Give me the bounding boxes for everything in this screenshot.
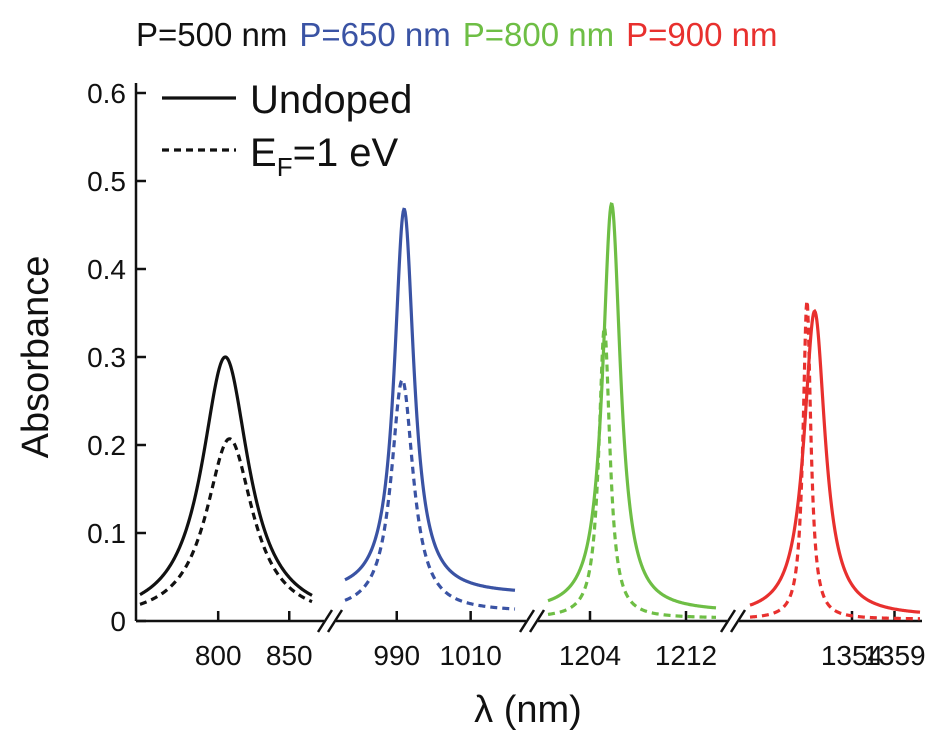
x-tick-label: 800 [195, 640, 242, 671]
y-tick-label: 0.1 [87, 518, 126, 549]
x-tick-label: 1204 [559, 640, 621, 671]
series-line-undoped [345, 209, 515, 590]
panel-title: P=800 nm [463, 16, 614, 53]
x-tick-label: 1010 [440, 640, 502, 671]
x-tick-label: 1359 [863, 640, 925, 671]
x-axis-label: λ (nm) [474, 689, 582, 731]
series-line-ef-1ev [345, 380, 515, 609]
y-tick-label: 0.2 [87, 430, 126, 461]
series-line-ef-1ev [548, 327, 716, 617]
panel-title: P=900 nm [626, 16, 777, 53]
y-tick-label: 0.4 [87, 254, 126, 285]
y-tick-label: 0 [110, 606, 126, 637]
series-line-undoped [750, 311, 920, 612]
panel-title: P=500 nm [136, 16, 287, 53]
x-tick-label: 1212 [655, 640, 717, 671]
series-line-ef-1ev [140, 439, 312, 604]
y-tick-label: 0.5 [87, 166, 126, 197]
y-tick-label: 0.3 [87, 342, 126, 373]
series-line-ef-1ev [750, 301, 920, 619]
y-tick-label: 0.6 [87, 78, 126, 109]
legend-label-undoped: Undoped [250, 78, 412, 122]
series-line-undoped [548, 204, 716, 608]
series-line-undoped [140, 357, 312, 595]
x-tick-label: 990 [373, 640, 420, 671]
y-axis-label: Absorbance [15, 256, 57, 459]
panel-title: P=650 nm [299, 16, 450, 53]
legend-label-ef: EF=1 eV [250, 131, 399, 182]
x-tick-label: 850 [266, 640, 313, 671]
